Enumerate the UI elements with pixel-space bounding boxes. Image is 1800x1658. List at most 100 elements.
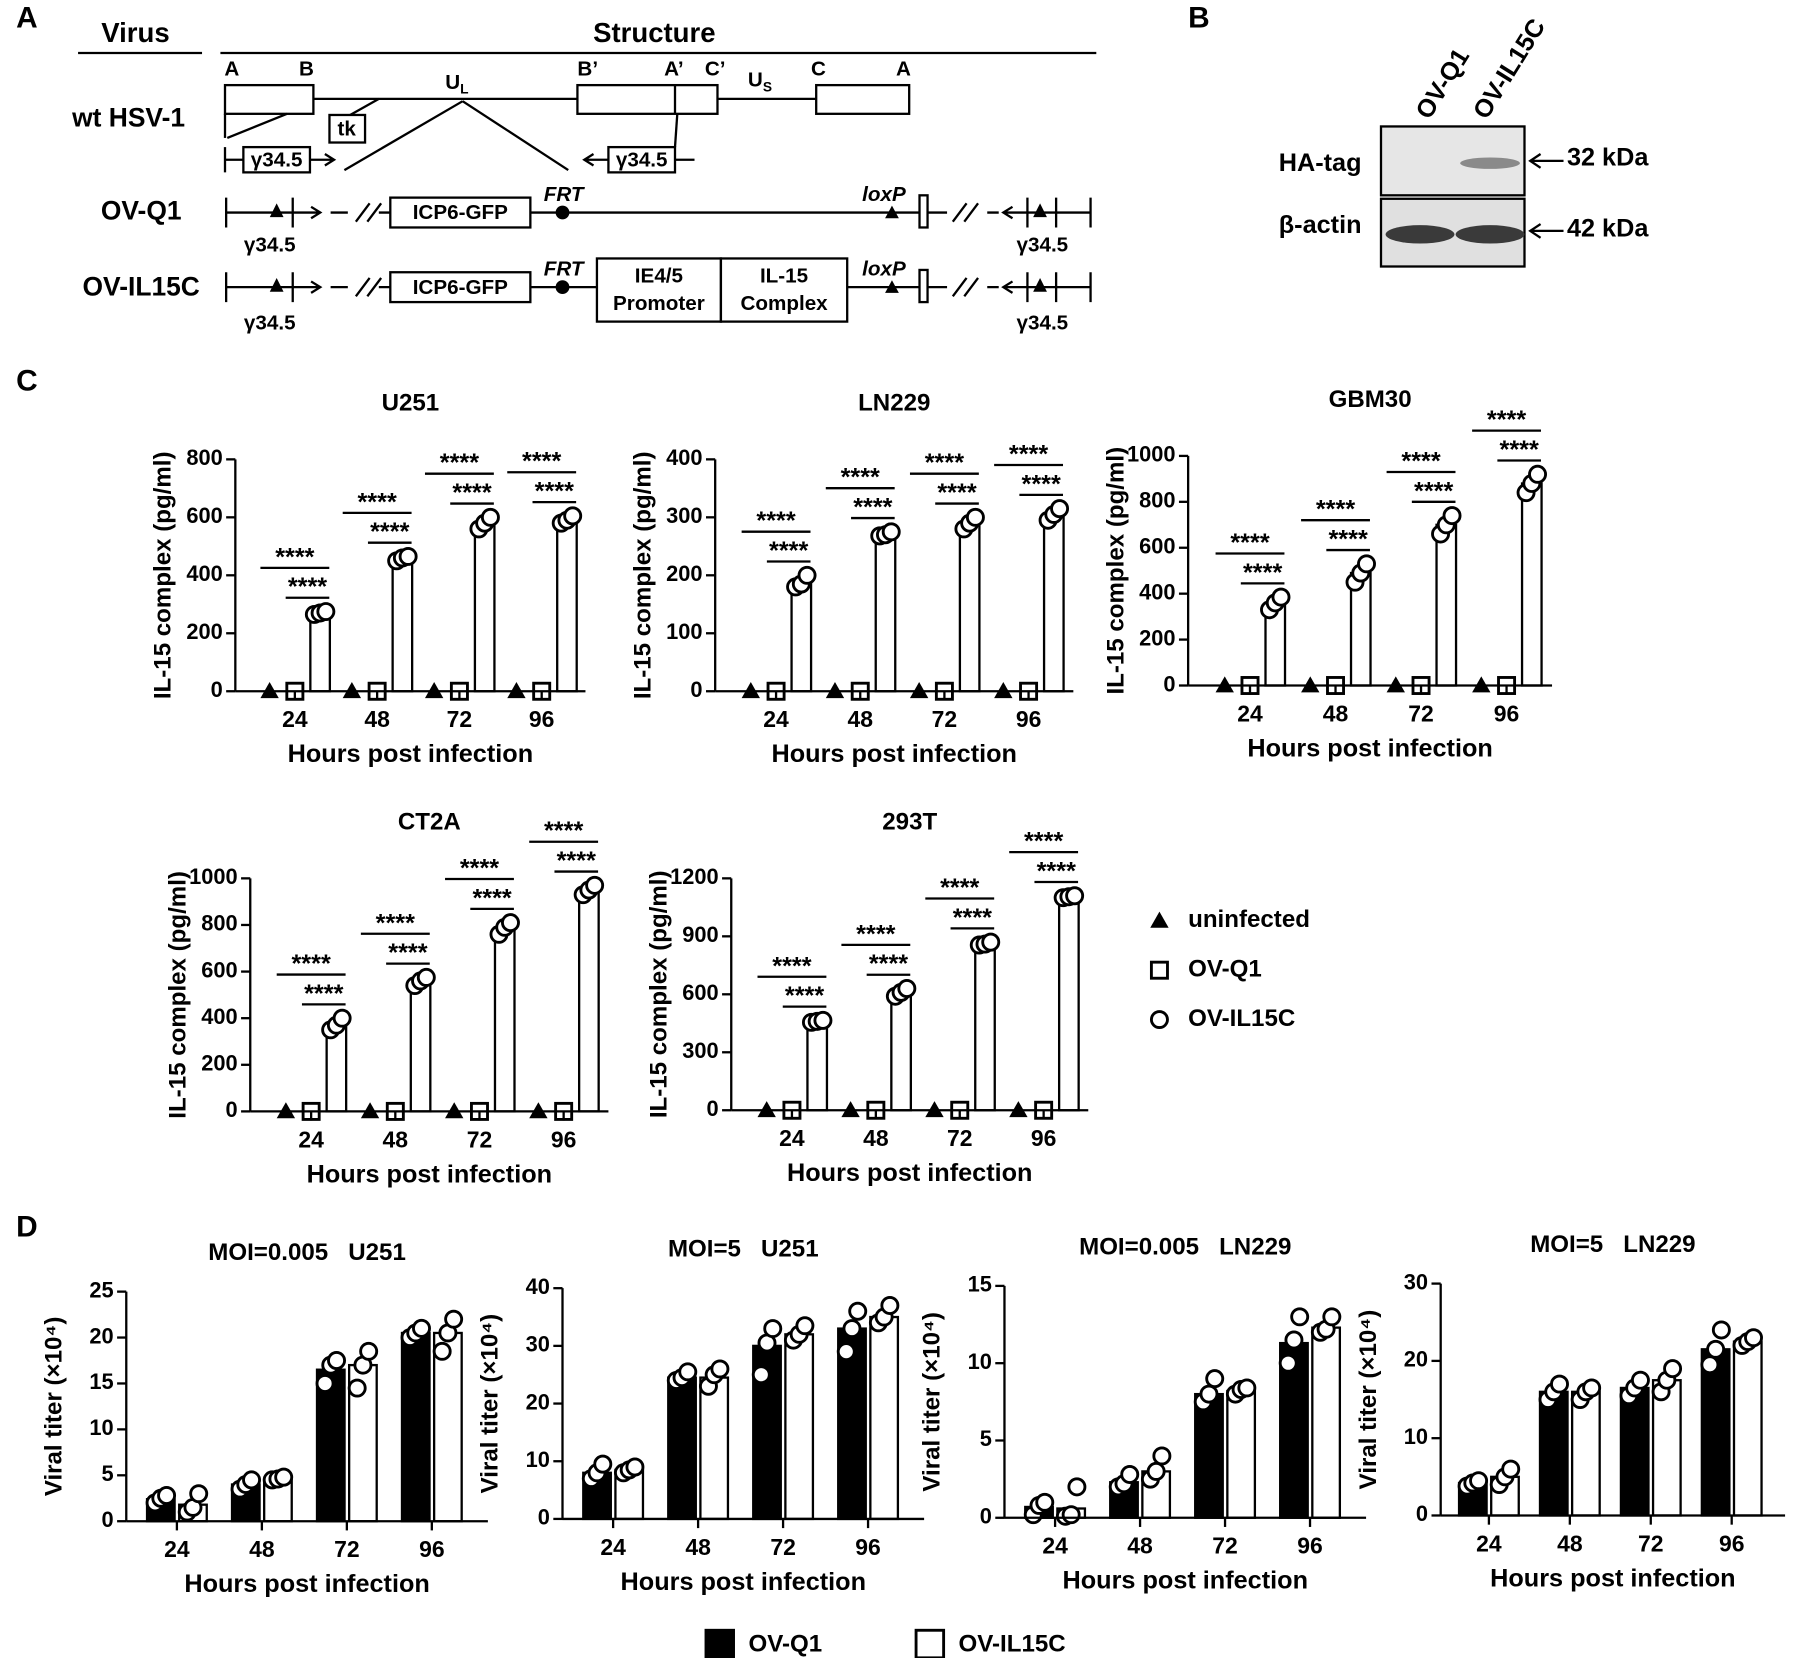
region-label: C’ (705, 58, 726, 81)
region-sub: L (460, 81, 468, 96)
replicate-dot (763, 1319, 783, 1339)
y-tick-label: 15 (968, 1272, 992, 1297)
bar (493, 926, 516, 1113)
bar (1651, 1379, 1682, 1517)
repeat-box (815, 83, 911, 115)
significance-label: **** (1487, 406, 1526, 434)
y-tick-label: 800 (201, 911, 237, 936)
replicate-dot (1582, 1378, 1602, 1398)
significance-label: **** (1037, 857, 1076, 885)
bar (1311, 1326, 1342, 1519)
marker (841, 1101, 860, 1118)
lane-label: OV-IL15C (1468, 14, 1551, 124)
replicate-dot (848, 1301, 868, 1321)
triangle (269, 277, 284, 292)
y-axis-label: IL-15 complex (pg/ml) (645, 870, 672, 1118)
replicate-dot (1630, 1370, 1650, 1390)
significance-label: **** (925, 449, 964, 477)
legend-swatch (704, 1628, 735, 1658)
replicate-dot (678, 1362, 698, 1382)
y-tick-label: 300 (666, 503, 702, 528)
significance-label: **** (1500, 436, 1539, 464)
replicate-dot (347, 1378, 367, 1398)
bar (432, 1331, 463, 1523)
replicate-dot (1061, 1505, 1081, 1525)
y-tick-label: 600 (682, 980, 718, 1005)
significance-label: **** (1328, 526, 1367, 554)
replicate-dot (1199, 1384, 1219, 1404)
region-main: U (748, 69, 763, 92)
x-tick-label: 48 (685, 1534, 711, 1560)
y-tick-label: 5 (102, 1461, 114, 1486)
replicate-dot (412, 1318, 431, 1338)
replicate-dot (1528, 464, 1548, 484)
y-tick-label: 1200 (670, 864, 719, 889)
significance-label: **** (452, 479, 491, 507)
y-tick-label: 400 (666, 445, 702, 470)
replicate-dot (1700, 1355, 1720, 1375)
bar (806, 1020, 829, 1112)
y-tick-label: 1000 (1127, 442, 1176, 467)
y-axis-label: Viral titer (×10⁴) (1355, 1310, 1382, 1490)
size-label: 32 kDa (1567, 143, 1649, 171)
gene-label: Complex (740, 292, 828, 315)
site-label: loxP (862, 183, 906, 206)
y-tick-label: 40 (526, 1274, 550, 1299)
triangle (1033, 277, 1047, 292)
x-tick-label: 24 (164, 1536, 190, 1562)
legend-label: OV-Q1 (1188, 956, 1262, 983)
row-label: HA-tag (1279, 149, 1362, 177)
y-tick-label: 800 (1139, 488, 1175, 513)
y-tick-label: 200 (186, 619, 222, 644)
significance-label: **** (1022, 470, 1061, 498)
gene-label: γ34.5 (251, 148, 303, 171)
chart-title: GBM30 (1329, 386, 1412, 413)
complex-box (719, 257, 849, 323)
x-tick-label: 96 (1494, 700, 1520, 726)
replicate-dot (1290, 1307, 1310, 1327)
gene-label: γ34.5 (616, 148, 668, 171)
chart-title: MOI=5 U251 (668, 1236, 819, 1263)
bar (1435, 523, 1458, 687)
bar (874, 533, 897, 693)
x-axis-label: Hours post infection (772, 740, 1018, 768)
y-tick-label: 0 (226, 1097, 238, 1122)
panel-letter: D (16, 1210, 38, 1243)
replicate-dot (981, 932, 1001, 952)
arrow (1528, 153, 1564, 169)
panel-letter: A (16, 2, 38, 35)
significance-label: **** (440, 449, 479, 477)
replicate-dot (1035, 1492, 1055, 1512)
replicate-dot (1067, 1477, 1087, 1497)
x-tick-label: 24 (298, 1126, 324, 1152)
header: Virus (101, 17, 169, 48)
chart-title: CT2A (398, 809, 461, 836)
replicate-dot (332, 1008, 352, 1028)
marker (757, 1101, 776, 1118)
genome-line (225, 197, 1092, 228)
gene-label: ICP6-GFP (413, 276, 508, 299)
replicate-dot (813, 1010, 833, 1030)
y-axis-label: IL-15 complex (pg/ml) (629, 451, 656, 699)
y-tick-label: 300 (682, 1038, 718, 1063)
x-tick-label: 48 (383, 1126, 409, 1152)
frt-site (555, 205, 570, 220)
replicate-dot (398, 546, 418, 566)
small-box (918, 268, 929, 304)
frt-site (555, 280, 570, 295)
replicate-dot (1322, 1307, 1342, 1327)
y-tick-label: 10 (1404, 1424, 1428, 1449)
replicate-dot (1744, 1328, 1763, 1348)
replicate-dot (189, 1484, 209, 1504)
replicate-dot (1469, 1471, 1489, 1491)
region-main: U (445, 71, 460, 94)
replicate-dot (1442, 506, 1462, 526)
replicate-dot (1120, 1465, 1140, 1484)
x-axis-label: Hours post infection (1490, 1564, 1736, 1592)
region-label: C (811, 58, 826, 81)
significance-label: **** (557, 847, 596, 875)
header: Structure (593, 17, 715, 48)
x-axis-label: Hours post infection (787, 1159, 1033, 1187)
replicate-dot (897, 979, 917, 998)
y-tick-label: 1000 (189, 864, 238, 889)
